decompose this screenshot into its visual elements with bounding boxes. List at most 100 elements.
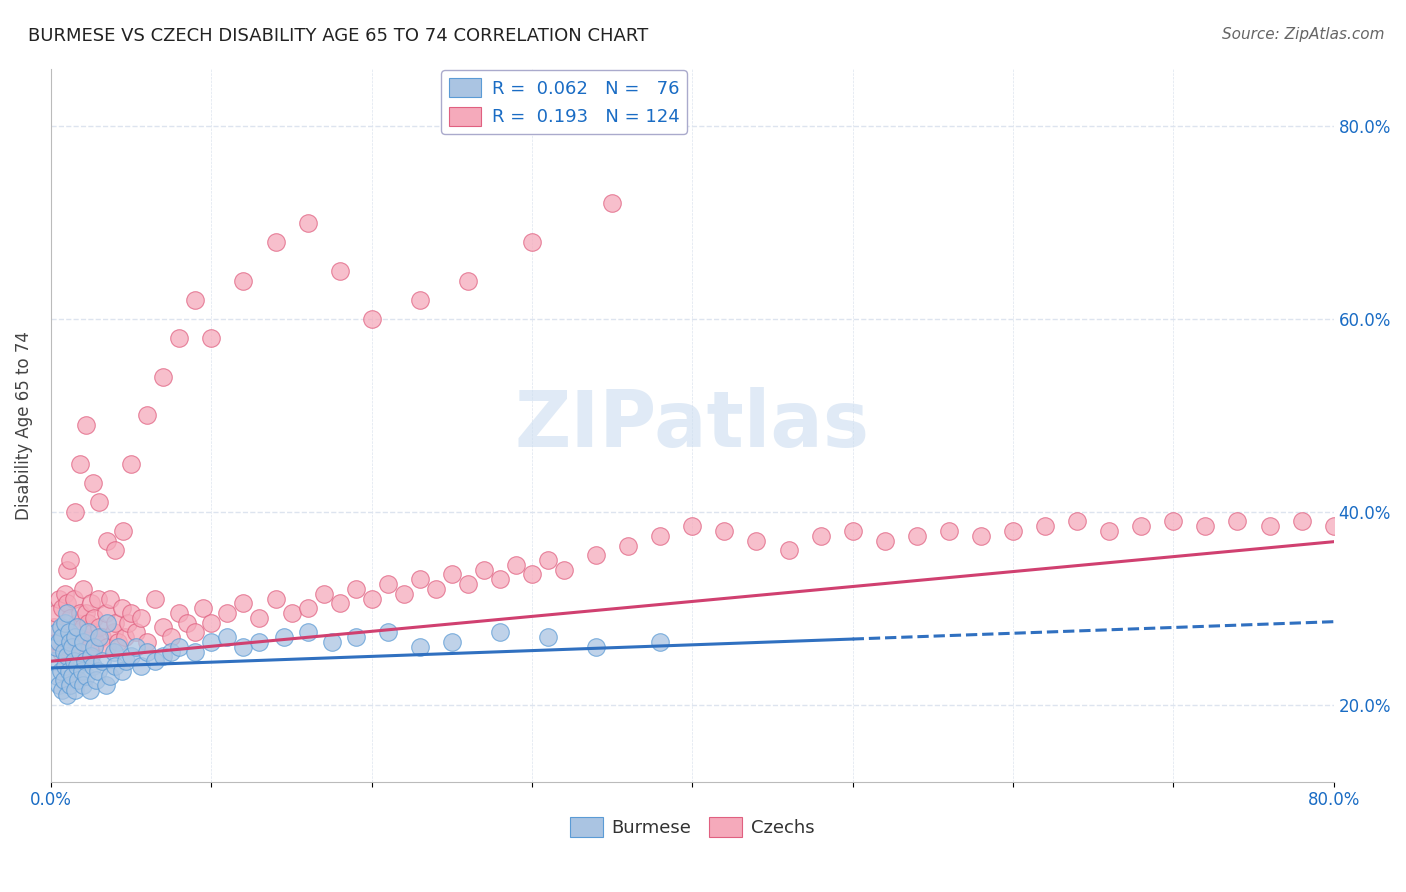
- Point: [409, 293, 432, 307]
- Point: [59, 678, 82, 692]
- Point: [938, 524, 960, 538]
- Point: [160, 630, 183, 644]
- Point: [69, 606, 91, 620]
- Point: [160, 644, 183, 658]
- Point: [321, 635, 343, 649]
- Point: [1033, 519, 1056, 533]
- Point: [100, 668, 122, 682]
- Point: [249, 611, 271, 625]
- Point: [143, 591, 166, 606]
- Point: [112, 524, 135, 538]
- Point: [200, 615, 222, 630]
- Point: [60, 668, 83, 682]
- Point: [63, 683, 86, 698]
- Point: [48, 635, 70, 649]
- Point: [472, 563, 495, 577]
- Point: [110, 664, 132, 678]
- Point: [200, 635, 222, 649]
- Point: [129, 659, 152, 673]
- Point: [44, 654, 66, 668]
- Point: [60, 640, 83, 654]
- Point: [66, 659, 89, 673]
- Point: [117, 615, 139, 630]
- Point: [1323, 519, 1346, 533]
- Point: [681, 519, 703, 533]
- Point: [46, 668, 69, 682]
- Point: [60, 635, 83, 649]
- Point: [80, 596, 103, 610]
- Point: [73, 654, 96, 668]
- Point: [55, 587, 77, 601]
- Point: [56, 606, 79, 620]
- Point: [360, 591, 382, 606]
- Point: [377, 577, 399, 591]
- Point: [392, 587, 415, 601]
- Point: [58, 625, 80, 640]
- Point: [1226, 515, 1249, 529]
- Point: [56, 649, 79, 664]
- Point: [46, 625, 69, 640]
- Point: [56, 640, 79, 654]
- Point: [52, 644, 75, 658]
- Point: [440, 567, 463, 582]
- Point: [89, 620, 111, 634]
- Point: [79, 640, 101, 654]
- Point: [409, 572, 432, 586]
- Point: [70, 664, 93, 678]
- Point: [56, 563, 79, 577]
- Point: [1130, 519, 1153, 533]
- Point: [489, 625, 512, 640]
- Point: [217, 606, 239, 620]
- Text: ZIPatlas: ZIPatlas: [515, 387, 870, 463]
- Point: [970, 529, 993, 543]
- Point: [52, 630, 75, 644]
- Point: [96, 640, 118, 654]
- Point: [344, 582, 367, 596]
- Point: [125, 640, 148, 654]
- Point: [184, 625, 207, 640]
- Point: [152, 370, 174, 384]
- Point: [115, 654, 138, 668]
- Point: [89, 630, 111, 644]
- Point: [232, 274, 254, 288]
- Point: [280, 606, 302, 620]
- Point: [152, 620, 174, 634]
- Point: [1258, 519, 1281, 533]
- Point: [745, 533, 768, 548]
- Point: [103, 644, 125, 658]
- Point: [264, 591, 287, 606]
- Point: [49, 644, 72, 658]
- Point: [585, 548, 607, 562]
- Point: [553, 563, 575, 577]
- Point: [457, 274, 479, 288]
- Point: [77, 615, 100, 630]
- Point: [70, 635, 93, 649]
- Point: [80, 649, 103, 664]
- Point: [59, 553, 82, 567]
- Point: [184, 293, 207, 307]
- Point: [55, 615, 77, 630]
- Point: [45, 640, 67, 654]
- Point: [86, 664, 108, 678]
- Point: [82, 475, 104, 490]
- Point: [66, 615, 89, 630]
- Point: [409, 640, 432, 654]
- Point: [72, 582, 94, 596]
- Point: [72, 635, 94, 649]
- Point: [440, 635, 463, 649]
- Point: [778, 543, 800, 558]
- Point: [1291, 515, 1313, 529]
- Point: [600, 196, 623, 211]
- Point: [273, 630, 295, 644]
- Point: [120, 649, 142, 664]
- Point: [110, 601, 132, 615]
- Point: [96, 615, 118, 630]
- Point: [94, 606, 117, 620]
- Point: [82, 659, 104, 673]
- Point: [1066, 515, 1088, 529]
- Point: [46, 635, 69, 649]
- Point: [650, 635, 672, 649]
- Point: [62, 591, 84, 606]
- Point: [58, 625, 80, 640]
- Point: [537, 553, 560, 567]
